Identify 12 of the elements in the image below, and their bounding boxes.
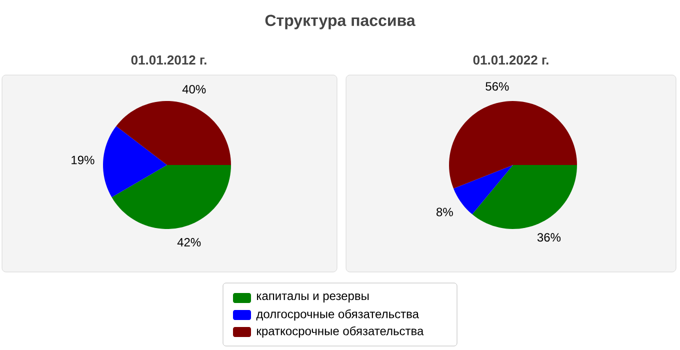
data-label: 36% (537, 233, 561, 242)
chart-subtitle: 01.01.2012 г. (131, 55, 206, 65)
data-label: 42% (177, 238, 201, 246)
data-label: 8% (436, 208, 453, 216)
legend-label: краткосрочные обязательства (257, 326, 424, 338)
legend-label: долгосрочные обязательства (256, 309, 419, 321)
data-label: 40% (182, 84, 206, 94)
chart-title: Структура пассива (265, 14, 416, 30)
legend-label: капиталы и резервы (257, 294, 369, 302)
chart-title: 01.01.2022 г. (473, 55, 548, 65)
data-label: 19% (72, 156, 94, 164)
data-label: 56% (486, 82, 509, 91)
